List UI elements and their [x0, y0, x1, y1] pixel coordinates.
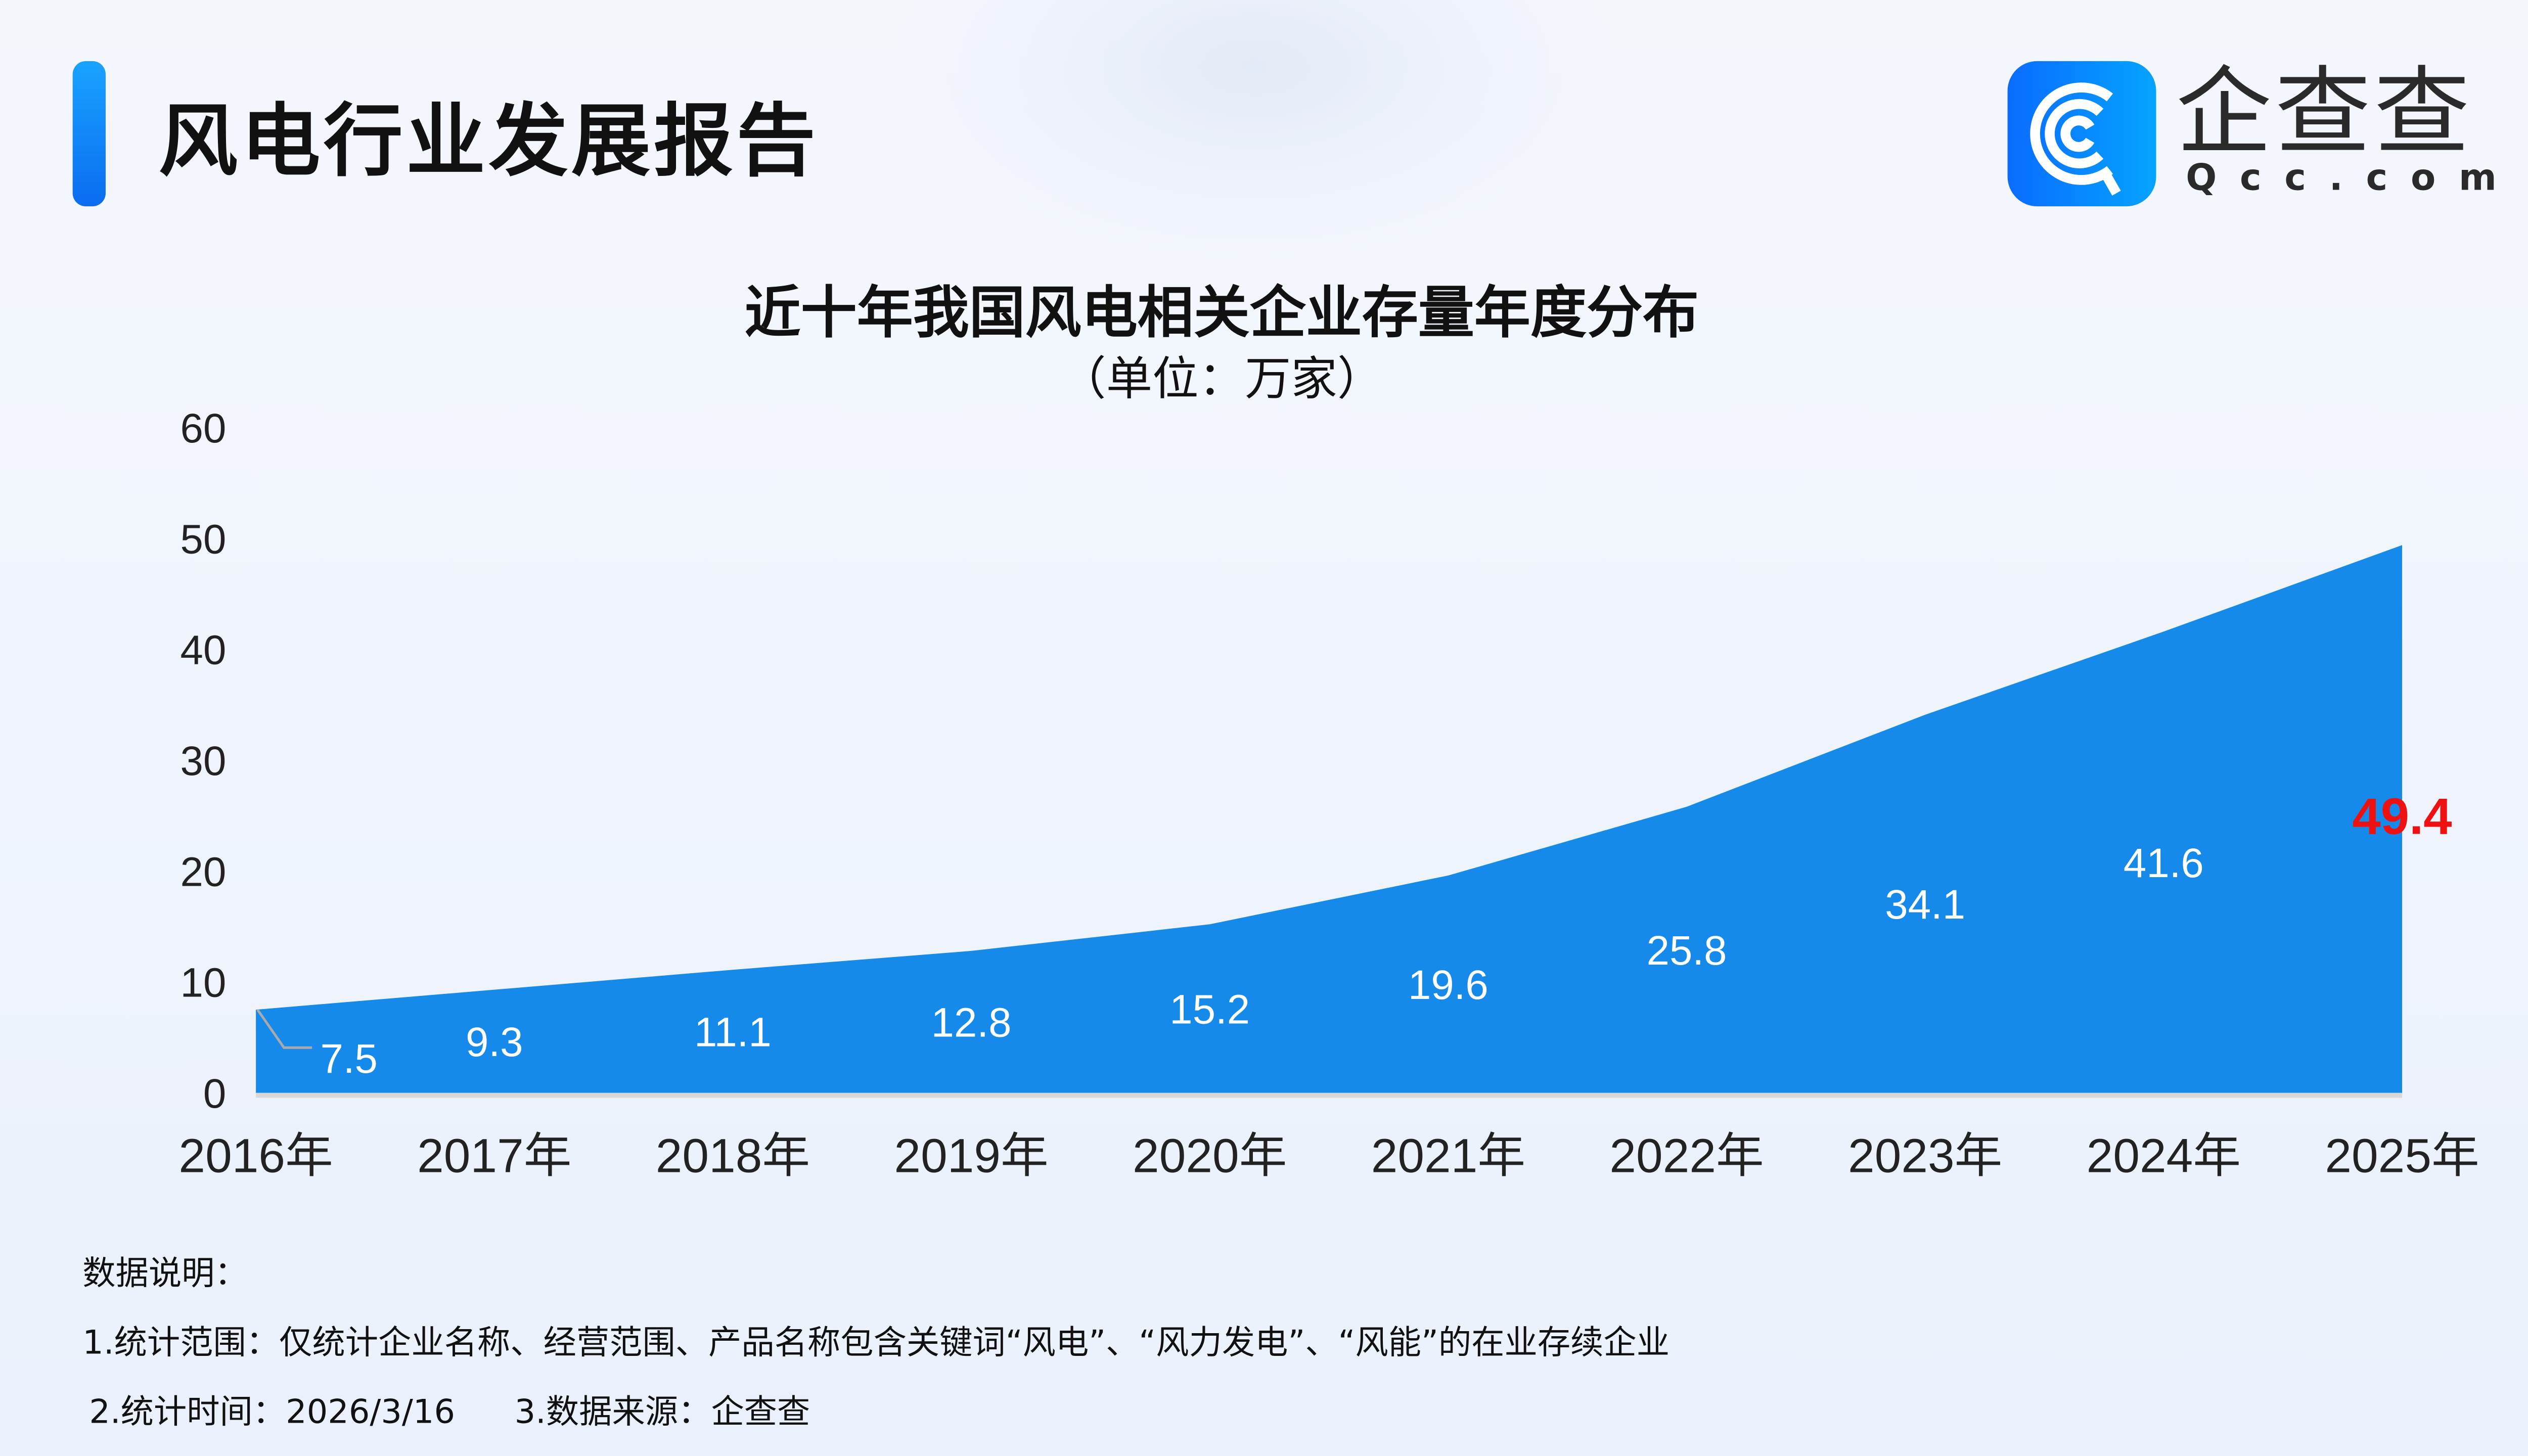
x-tick-label: 2019年 [894, 1129, 1048, 1182]
notes-time: 2.统计时间：2026/3/16 [89, 1391, 456, 1432]
y-tick-label: 30 [180, 738, 227, 784]
data-label: 25.8 [1647, 928, 1727, 974]
area-series [256, 545, 2403, 1093]
title-accent-bar [72, 61, 106, 207]
x-tick-label: 2016年 [178, 1129, 333, 1182]
qcc-logo-icon [2007, 61, 2156, 207]
chart-subtitle: （单位：万家） [1060, 351, 1384, 406]
data-label: 34.1 [1885, 882, 1965, 928]
page-title: 风电行业发展报告 [158, 96, 819, 189]
y-tick-label: 20 [180, 849, 227, 895]
y-tick-label: 60 [180, 405, 227, 451]
logo-text: 企查查 [2176, 56, 2473, 169]
data-label: 7.5 [320, 1036, 377, 1082]
x-tick-label: 2023年 [1848, 1129, 2002, 1182]
x-tick-label: 2021年 [1371, 1129, 1525, 1182]
logo-domain: Qcc.com [2186, 158, 2520, 200]
y-tick-label: 10 [180, 960, 227, 1006]
y-tick-label: 40 [180, 627, 227, 673]
x-tick-label: 2017年 [417, 1129, 571, 1182]
x-tick-label: 2022年 [1609, 1129, 1764, 1182]
label-leader-line [256, 1009, 312, 1049]
x-tick-label: 2025年 [2325, 1129, 2479, 1182]
x-tick-label: 2018年 [656, 1129, 810, 1182]
data-label: 11.1 [694, 1009, 772, 1055]
data-label: 41.6 [2124, 840, 2204, 886]
data-label: 49.4 [2353, 788, 2452, 845]
chart-title: 近十年我国风电相关企业存量年度分布 [744, 281, 1699, 347]
data-label: 19.6 [1408, 962, 1488, 1008]
notes-scope: 1.统计范围：仅统计企业名称、经营范围、产品名称包含关键词“风电”、“风力发电”… [82, 1322, 1670, 1362]
data-label: 12.8 [931, 1000, 1012, 1046]
notes-source: 3.数据来源：企查查 [514, 1391, 810, 1432]
data-notes: 数据说明： 1.统计范围：仅统计企业名称、经营范围、产品名称包含关键词“风电”、… [82, 1238, 1669, 1446]
y-tick-label: 0 [203, 1071, 226, 1117]
notes-heading: 数据说明： [82, 1253, 248, 1293]
x-tick-label: 2024年 [2087, 1129, 2241, 1182]
x-tick-label: 2020年 [1133, 1129, 1287, 1182]
data-label: 15.2 [1169, 986, 1250, 1032]
data-label: 9.3 [466, 1019, 523, 1065]
y-tick-label: 50 [180, 516, 227, 562]
